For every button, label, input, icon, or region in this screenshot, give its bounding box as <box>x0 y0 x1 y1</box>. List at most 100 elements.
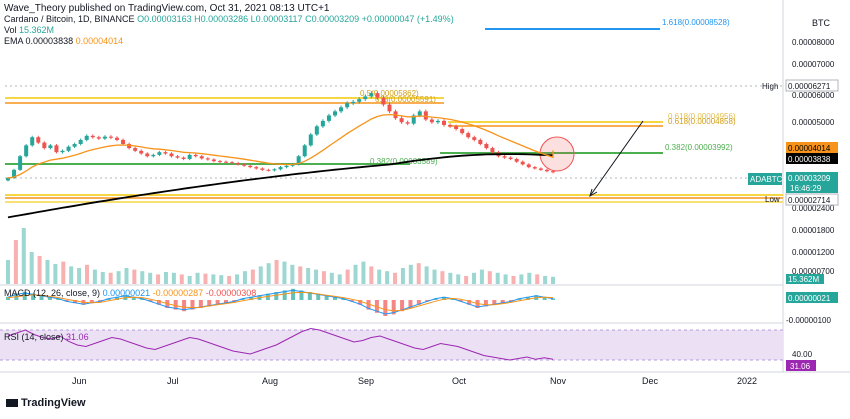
candle-body <box>163 152 168 154</box>
ema-value: 0.00003838 <box>25 36 74 46</box>
projection-arrowhead <box>589 188 598 198</box>
price-tick-label: 0.00000700 <box>792 267 835 276</box>
candle-body <box>54 145 59 153</box>
candle-body <box>18 156 23 170</box>
macd-bar <box>240 298 245 300</box>
volume-bar <box>464 276 469 284</box>
macd-bar <box>249 296 254 300</box>
volume-bar <box>242 271 247 284</box>
price-tick-label: 0.00002400 <box>792 204 835 213</box>
rsi-tag-box <box>786 360 816 371</box>
volume-bar <box>400 268 405 284</box>
candle-body <box>369 93 374 97</box>
candle-body <box>72 144 77 147</box>
volume-bar <box>543 276 548 284</box>
volume-bar <box>61 261 66 284</box>
volume-bar <box>361 261 366 284</box>
ema-fast-tag: 0.00004014 <box>788 144 831 153</box>
volume-bar <box>511 276 516 284</box>
macd-bar <box>173 300 178 310</box>
volume-bar <box>187 276 192 284</box>
countdown-tag: 16:46:29 <box>790 184 822 193</box>
candle-body <box>84 135 89 140</box>
macd-tag-box <box>786 292 838 303</box>
volume-bar <box>440 271 445 284</box>
macd-bar <box>450 298 455 300</box>
macd-bar <box>492 300 497 305</box>
macd-bar <box>190 300 195 310</box>
candle-body <box>133 148 138 151</box>
candle-body <box>278 167 283 170</box>
candle-body <box>387 104 392 112</box>
ema-slow-tag-box <box>786 153 838 164</box>
candle-body <box>363 96 368 100</box>
candle-body <box>526 164 531 168</box>
macd-label: MACD (12, 26, close, 9) <box>4 288 101 298</box>
price-tick-label: 0.00007000 <box>792 60 835 69</box>
time-axis-ticks: Jun Jul Aug Sep Oct Nov Dec 2022 <box>72 376 757 386</box>
tradingview-logo-icon <box>6 399 18 408</box>
candle-body <box>399 118 404 123</box>
ema-slow-tag: 0.00003838 <box>788 155 831 164</box>
high-tag: High 0.00006271 <box>762 79 839 92</box>
candle-body <box>302 145 307 157</box>
macd-bar <box>215 300 220 305</box>
candle-body <box>260 168 265 170</box>
candle-body <box>514 158 519 162</box>
rsi-axis-40: 40.00 <box>792 350 813 359</box>
candle-body <box>435 120 440 123</box>
volume-bar <box>84 264 89 284</box>
volume-bar <box>432 269 437 284</box>
volume-bar <box>321 271 326 284</box>
macd-bar <box>349 300 354 302</box>
macd-bar <box>333 296 337 300</box>
candle-body <box>448 124 453 127</box>
volume-legend: Vol 15.362M <box>4 25 54 35</box>
time-tick-label: Dec <box>642 376 659 386</box>
time-tick-label: Jul <box>167 376 179 386</box>
candle-body <box>551 171 555 173</box>
volume-bar <box>495 272 500 284</box>
candle-body <box>254 167 259 169</box>
candle-body <box>242 164 247 166</box>
macd-value-3: -0.00000308 <box>205 288 257 298</box>
volume-bar <box>203 273 208 284</box>
macd-bar <box>56 298 61 300</box>
candle-body <box>78 139 83 144</box>
macd-axis-top: 0.00000021 <box>788 294 831 303</box>
macd-bar <box>140 298 145 300</box>
candle-body <box>333 111 337 116</box>
symbol-tag: ADABTC <box>750 175 783 184</box>
time-tick-label: 2022 <box>737 376 757 386</box>
time-tick-label: Sep <box>358 376 374 386</box>
rsi-value: 31.06 <box>66 332 89 342</box>
volume-bar <box>148 272 153 284</box>
macd-value-2: -0.00000287 <box>152 288 204 298</box>
macd-bar <box>500 300 505 304</box>
candle-body <box>296 156 301 165</box>
candle-body <box>284 165 289 168</box>
symbol-name[interactable]: Cardano / Bitcoin, 1D, BINANCE <box>4 14 135 24</box>
candle-body <box>42 142 47 149</box>
volume-bar <box>337 274 342 284</box>
candle-body <box>339 107 344 112</box>
volume-bar <box>472 272 477 284</box>
price-tick-label: 0.00001800 <box>792 226 835 235</box>
candle-body <box>466 133 471 138</box>
macd-bar <box>232 300 237 302</box>
volume-bar <box>13 240 18 284</box>
tradingview-logo[interactable]: TradingView <box>6 397 86 409</box>
candle-body <box>308 134 313 146</box>
candle-body <box>121 139 126 144</box>
time-tick-label: Nov <box>550 376 567 386</box>
ema-slow-line <box>7 153 554 219</box>
macd-bar <box>47 296 52 300</box>
volume-bar <box>219 275 224 284</box>
macd-bar <box>31 293 36 300</box>
candle-body <box>102 136 107 139</box>
candle-body <box>96 137 101 139</box>
candle-body <box>429 119 434 123</box>
volume-bar <box>416 263 421 284</box>
volume-bar <box>448 272 453 284</box>
